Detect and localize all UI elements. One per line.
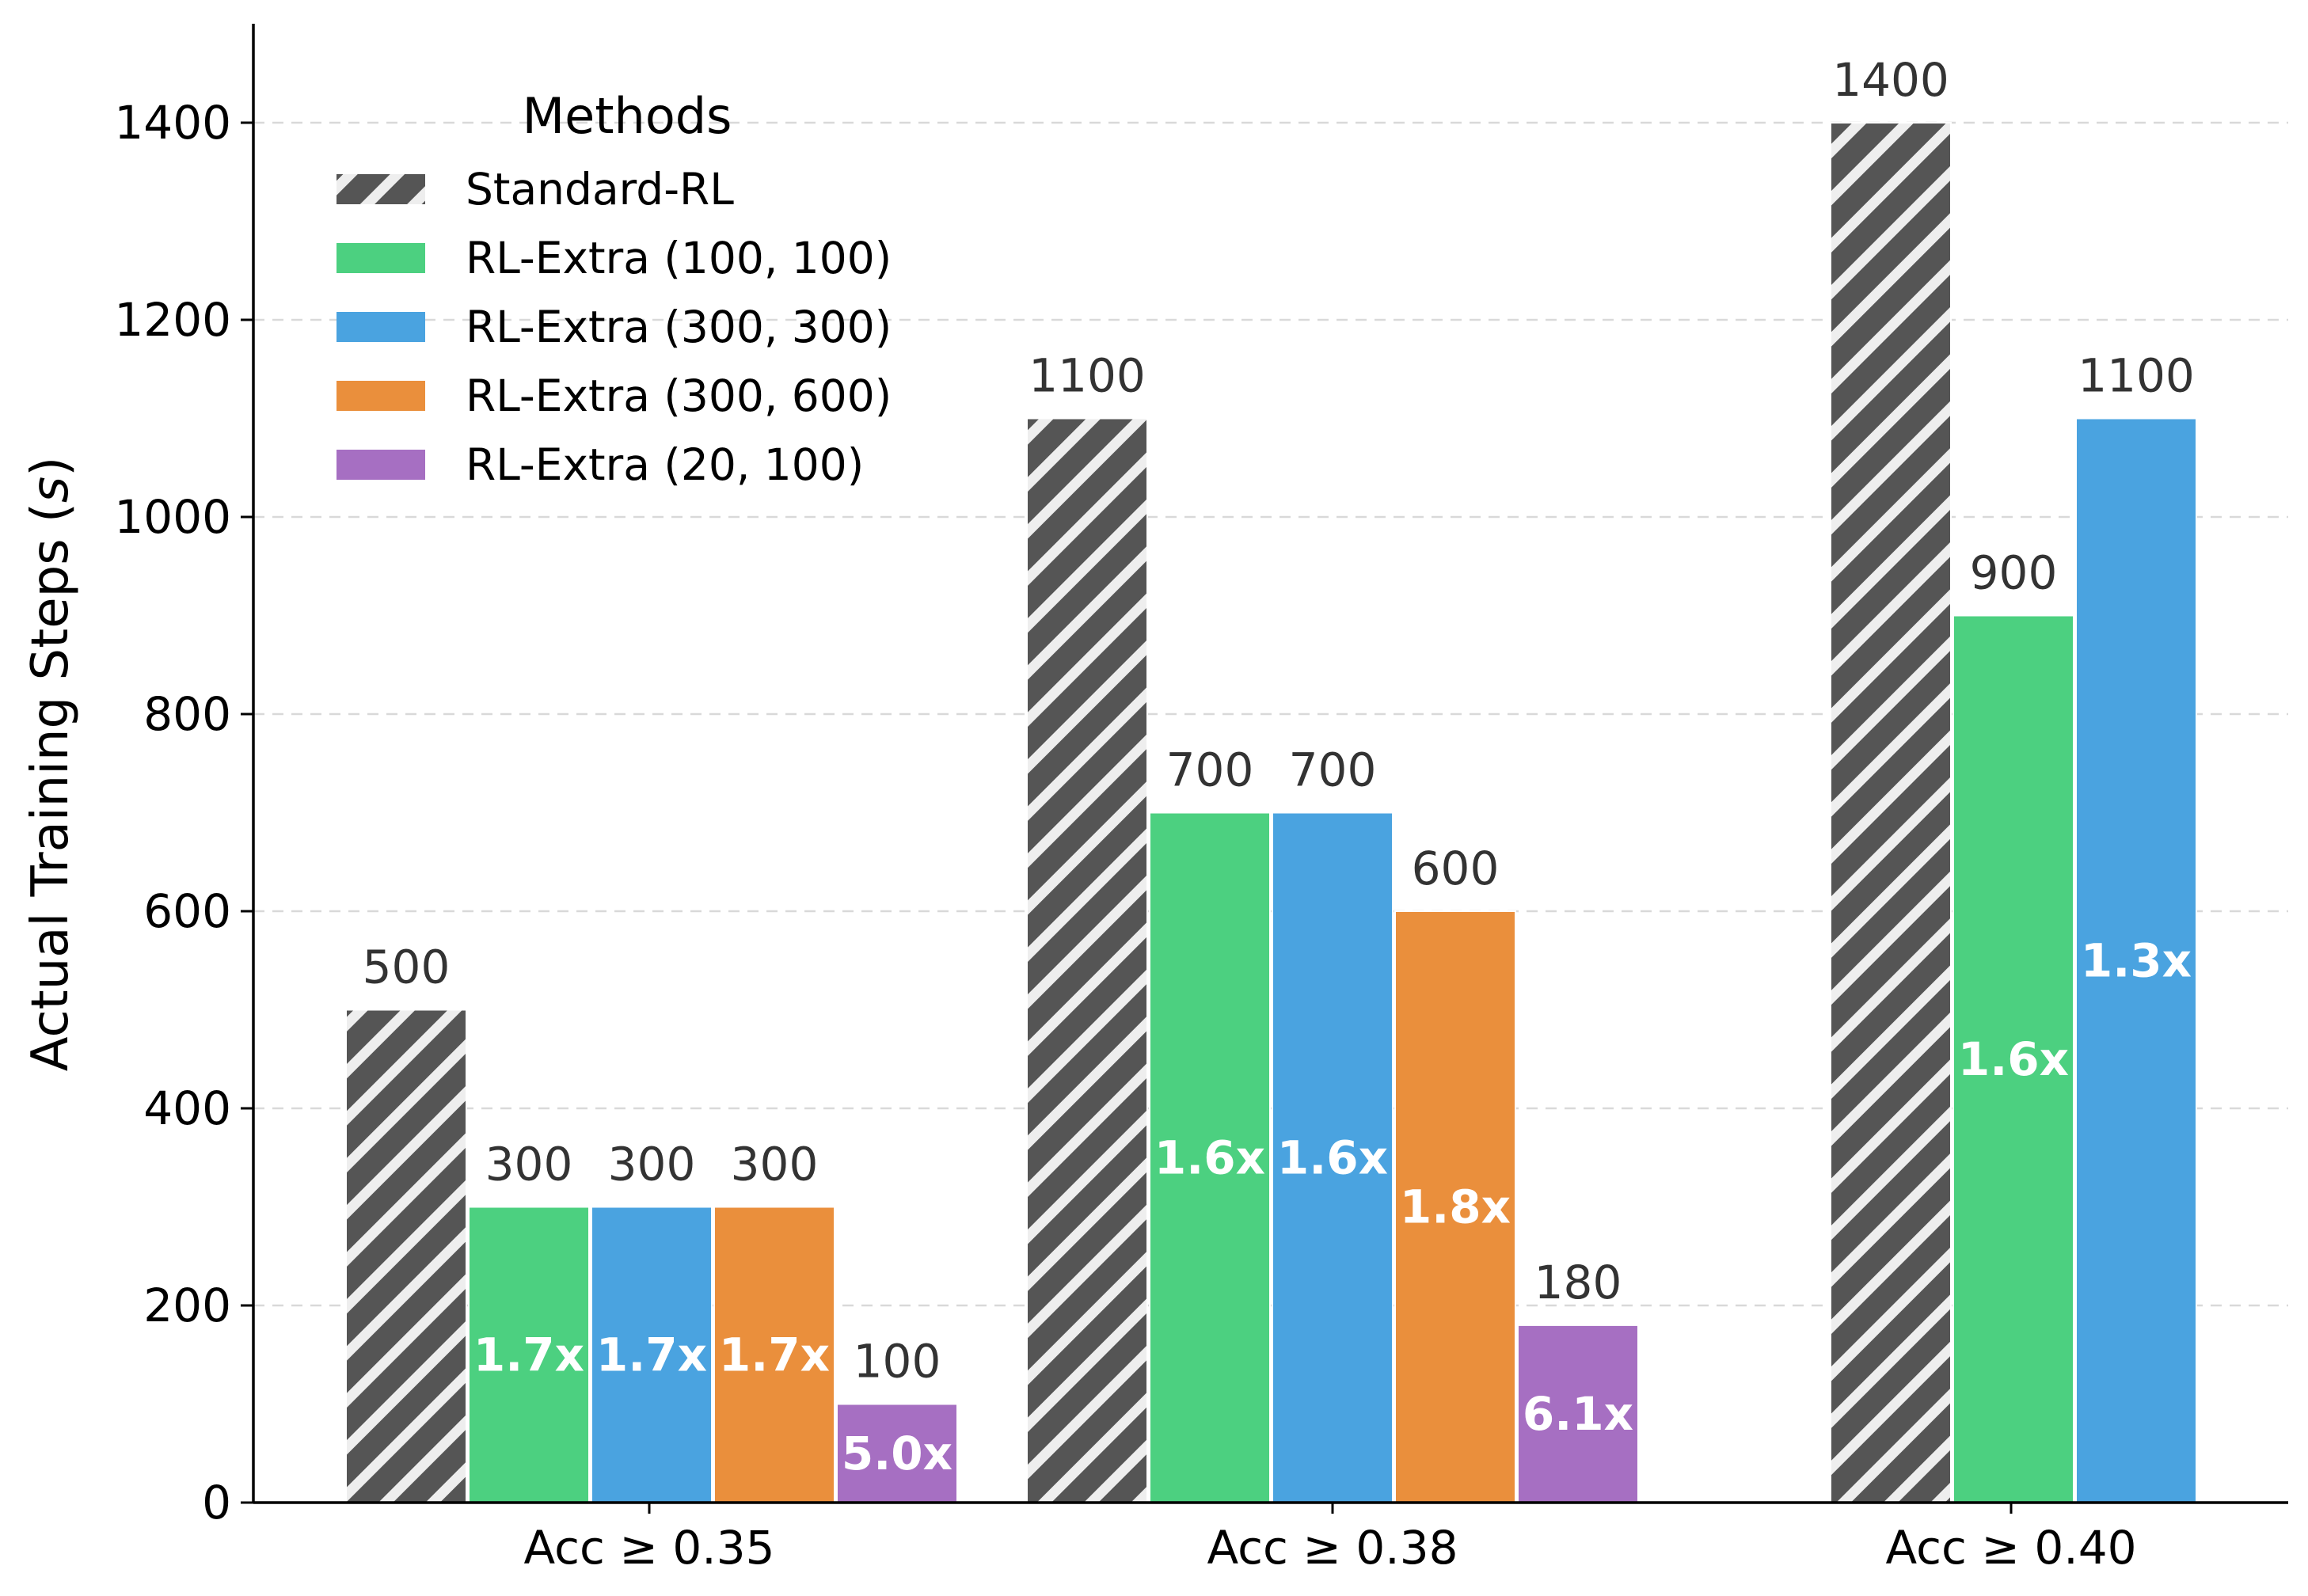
legend-swatch <box>337 174 425 204</box>
y-tick-label: 800 <box>143 687 231 741</box>
legend-entry-label: RL-Extra (300, 300) <box>466 302 892 352</box>
legend-swatch <box>337 381 425 411</box>
bars <box>345 122 2197 1504</box>
y-tick-label: 1200 <box>114 293 231 347</box>
y-tick-label: 200 <box>143 1279 231 1332</box>
bar-value-label: 1100 <box>1029 349 1146 403</box>
speedup-label: 1.7x <box>596 1328 707 1381</box>
legend-swatch <box>337 243 425 273</box>
bar <box>1026 417 1148 1503</box>
speedup-label: 1.6x <box>1958 1032 2069 1086</box>
y-tick-label: 400 <box>143 1081 231 1135</box>
legend-title: Methods <box>523 87 732 145</box>
bar-value-label: 300 <box>731 1138 819 1191</box>
speedup-label: 1.8x <box>1400 1180 1511 1234</box>
bar-value-label: 300 <box>485 1138 573 1191</box>
bar-value-label: 1100 <box>2078 349 2195 403</box>
bar-value-label: 1400 <box>1832 53 1949 107</box>
speedup-label: 1.3x <box>2081 933 2192 987</box>
labels: 0 200 400 600 800 1000 1200 1400 500 300 1.7x 300 1.… <box>21 53 2195 1575</box>
y-tick-label: 1400 <box>114 96 231 150</box>
bar-value-label: 900 <box>1970 546 2058 600</box>
y-axis-label: Actual Training Steps (s) <box>21 457 80 1071</box>
bar-value-label: 300 <box>608 1138 696 1191</box>
x-tick-label: Acc ≥ 0.40 <box>1885 1521 2136 1575</box>
legend-entry-label: RL-Extra (20, 100) <box>466 439 864 490</box>
bar-value-label: 700 <box>1289 743 1377 797</box>
speedup-label: 1.7x <box>719 1328 830 1381</box>
legend-swatch <box>337 450 425 480</box>
bar <box>1952 614 2074 1503</box>
y-tick-label: 1000 <box>114 490 231 544</box>
speedup-label: 1.7x <box>473 1328 584 1381</box>
bar-value-label: 700 <box>1166 743 1254 797</box>
legend-entry-label: Standard-RL <box>466 164 734 215</box>
axes <box>241 24 2288 1514</box>
bar <box>1394 910 1516 1503</box>
bar <box>468 1206 590 1503</box>
bar-value-label: 600 <box>1412 842 1500 895</box>
bar <box>1272 811 1394 1503</box>
legend-entry-label: RL-Extra (300, 600) <box>466 370 892 421</box>
x-tick-label: Acc ≥ 0.35 <box>523 1521 774 1575</box>
bar-value-label: 500 <box>363 940 451 994</box>
x-tick-label: Acc ≥ 0.38 <box>1207 1521 1458 1575</box>
bar-value-label: 100 <box>854 1335 941 1389</box>
y-tick-label: 600 <box>143 884 231 938</box>
bar <box>1149 811 1271 1503</box>
speedup-label: 1.6x <box>1277 1130 1388 1184</box>
legend-swatch <box>337 312 425 342</box>
bar <box>1830 122 1952 1503</box>
bar <box>1517 1324 1639 1504</box>
speedup-label: 6.1x <box>1523 1387 1633 1441</box>
y-tick-label: 0 <box>202 1476 231 1530</box>
speedup-label: 1.6x <box>1154 1130 1265 1184</box>
bar-value-label: 180 <box>1534 1256 1622 1309</box>
legend: Methods Standard-RL RL-Extra (100, 100) RL-… <box>337 87 892 490</box>
legend-entry-label: RL-Extra (100, 100) <box>466 233 892 283</box>
bar <box>345 1009 467 1503</box>
speedup-label: 5.0x <box>842 1427 952 1480</box>
bar <box>2075 417 2197 1503</box>
